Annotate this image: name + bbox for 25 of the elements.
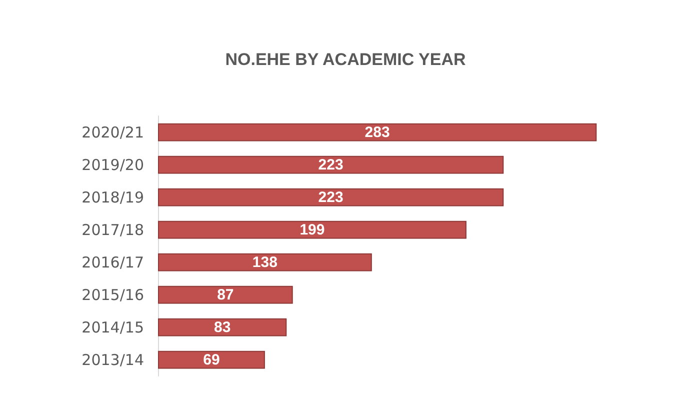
bar xyxy=(158,220,466,239)
y-tick-label: 2014/15 xyxy=(82,318,144,336)
bar xyxy=(158,156,504,174)
data-label: 69 xyxy=(203,351,220,368)
y-tick-label: 2015/16 xyxy=(82,286,144,304)
bar xyxy=(158,350,265,369)
data-label: 223 xyxy=(318,156,344,174)
data-label: 83 xyxy=(214,318,231,336)
data-label: 87 xyxy=(217,286,234,304)
data-label: 138 xyxy=(252,254,278,271)
data-label: 223 xyxy=(318,188,344,206)
y-tick-label: 2020/21 xyxy=(82,123,144,142)
bar xyxy=(158,188,504,206)
chart-title: NO.EHE BY ACADEMIC YEAR xyxy=(225,50,466,69)
y-tick-label: 2013/14 xyxy=(82,350,144,369)
bar xyxy=(158,286,293,304)
data-label: 199 xyxy=(300,221,325,238)
y-tick-label: 2018/19 xyxy=(82,188,144,206)
data-label: 283 xyxy=(364,124,390,141)
bar xyxy=(158,318,287,336)
y-tick-label: 2019/20 xyxy=(82,156,144,174)
bar xyxy=(158,123,597,142)
y-tick-label: 2016/17 xyxy=(82,253,144,272)
y-tick-label: 2017/18 xyxy=(82,220,144,239)
bar xyxy=(158,253,372,272)
